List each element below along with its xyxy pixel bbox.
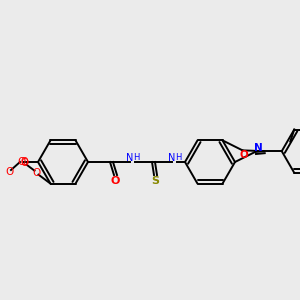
Text: O: O <box>110 176 120 186</box>
Text: H: H <box>175 154 181 163</box>
Text: O: O <box>20 158 28 168</box>
Text: O: O <box>32 168 40 178</box>
Text: O: O <box>18 157 26 167</box>
Text: N: N <box>254 143 262 153</box>
Text: O: O <box>5 167 13 177</box>
Text: S: S <box>151 176 159 186</box>
Text: N: N <box>168 153 176 163</box>
Text: O: O <box>239 150 248 160</box>
Text: O: O <box>21 157 28 167</box>
Text: H: H <box>133 154 140 163</box>
Text: N: N <box>126 153 134 163</box>
